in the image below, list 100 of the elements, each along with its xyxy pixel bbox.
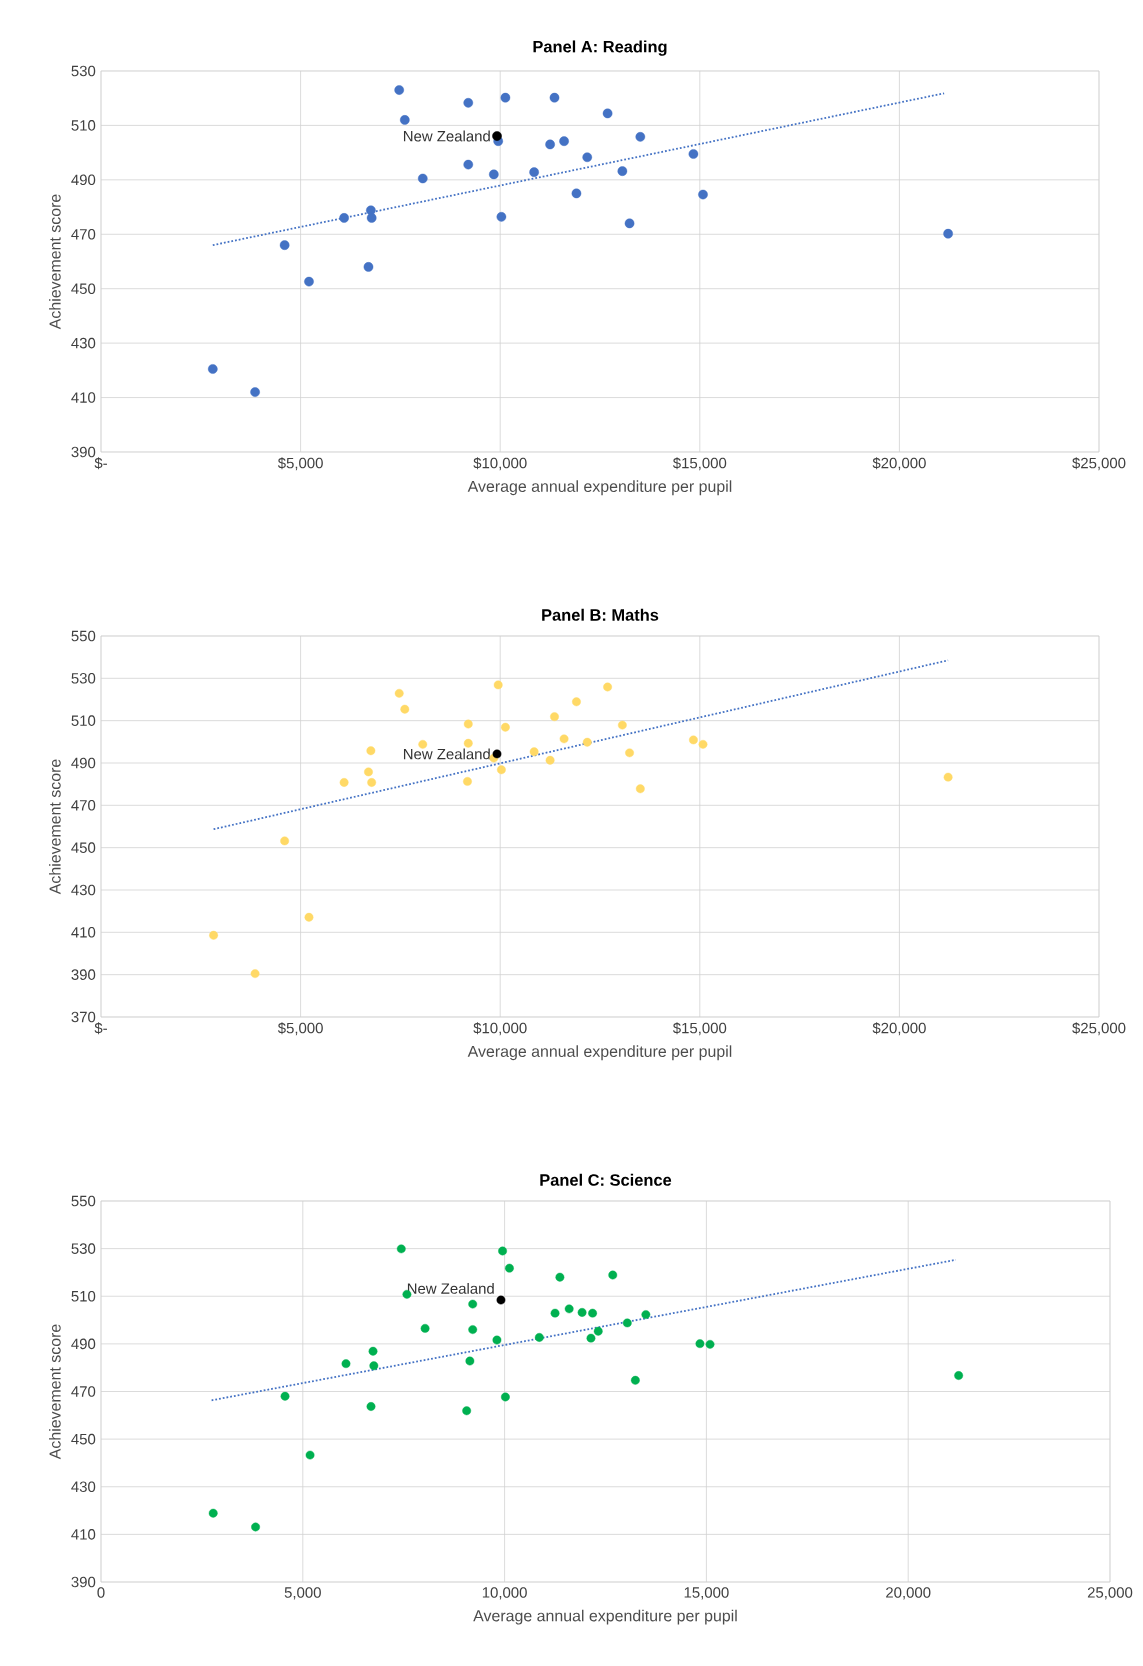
y-tick-label: 550 [71,1195,96,1207]
y-tick-label: 390 [71,969,96,980]
y-tick-label: 410 [71,1529,96,1540]
x-tick-label: $10,000 [473,457,527,471]
point [492,131,502,141]
point [394,85,404,95]
y-tick-label: 390 [71,446,96,458]
x-tick-label: $20,000 [872,1022,926,1036]
point [550,712,559,722]
point [463,777,472,786]
y-tick-label: 410 [71,392,96,403]
series-label: New Zealand [403,748,490,760]
point [564,1304,574,1314]
point [698,739,708,749]
series-label: New Zealand [407,1282,494,1294]
point [559,136,569,146]
x-tick-label: $10,000 [473,1022,527,1036]
point [341,1359,351,1369]
point [501,1392,510,1402]
point [463,159,474,170]
point [545,139,555,150]
point [339,213,349,223]
point [368,1346,378,1356]
x-tick-label: $5,000 [277,457,323,471]
y-tick-label: 490 [71,1338,96,1350]
y-tick-label: 550 [71,630,96,642]
point [492,749,502,759]
y-tick-label: 510 [71,715,96,726]
point [603,682,612,692]
point [462,1406,472,1416]
point [420,1324,430,1333]
y-tick-label: 470 [71,1386,96,1397]
y-tick-label: 430 [71,337,96,349]
point [496,1295,506,1305]
point [559,734,569,744]
point [630,1375,640,1385]
point [505,1263,514,1273]
point [689,735,698,745]
x-tick-label: 10,000 [482,1587,527,1600]
point [534,1333,544,1342]
point [465,1356,475,1366]
point [943,772,953,782]
point [550,1308,560,1318]
point [304,276,314,287]
point [555,1272,565,1282]
point [635,784,645,794]
y-tick-label: 450 [71,1433,96,1445]
y-tick-label: 430 [71,1481,96,1493]
y-tick-label: 530 [71,673,96,684]
point [943,228,953,239]
point [577,1308,587,1317]
point [417,173,428,184]
y-axis-title: Achievement score [49,759,61,895]
x-tick-label: $15,000 [672,457,727,471]
point [641,1310,651,1319]
point [635,132,646,142]
point [624,218,635,229]
point [369,1361,379,1371]
x-tick-label: 20,000 [886,1587,931,1600]
y-tick-label: 450 [71,842,96,853]
x-tick-label: $5,000 [277,1022,323,1036]
y-tick-label: 530 [71,1243,96,1254]
point [529,167,539,178]
x-tick-label: 15,000 [684,1587,729,1600]
x-tick-label: $20,000 [872,457,926,471]
series-label: New Zealand [403,130,490,142]
y-tick-label: 390 [71,1576,96,1588]
point [250,969,260,978]
point [468,1325,478,1334]
point [463,98,474,108]
point [501,722,510,732]
point [208,1508,218,1518]
point [396,1244,406,1254]
x-tick-label: $- [94,1022,107,1035]
point [463,738,473,748]
point [602,108,613,119]
point [688,149,699,159]
x-axis-title: Average annual expenditure per pupil [467,480,732,496]
y-tick-label: 430 [71,884,96,896]
y-axis-title: Achievement score [49,1324,61,1460]
point [698,189,708,200]
point [608,1270,618,1280]
point [493,680,503,690]
point [367,778,377,787]
point [400,115,410,125]
point [695,1339,705,1349]
chart-title: Panel A: Reading [533,40,667,56]
point [366,1402,376,1411]
point [622,1318,632,1328]
x-tick-label: $25,000 [1072,1022,1126,1036]
x-axis-title: Average annual expenditure per pupil [473,1609,737,1625]
point [400,704,410,714]
point [463,719,473,729]
point [496,212,507,222]
point [280,1391,290,1401]
point [545,755,555,765]
x-axis-title: Average annual expenditure per pupil [467,1045,732,1061]
point [582,152,593,163]
point [366,213,377,223]
y-tick-label: 450 [71,283,96,294]
